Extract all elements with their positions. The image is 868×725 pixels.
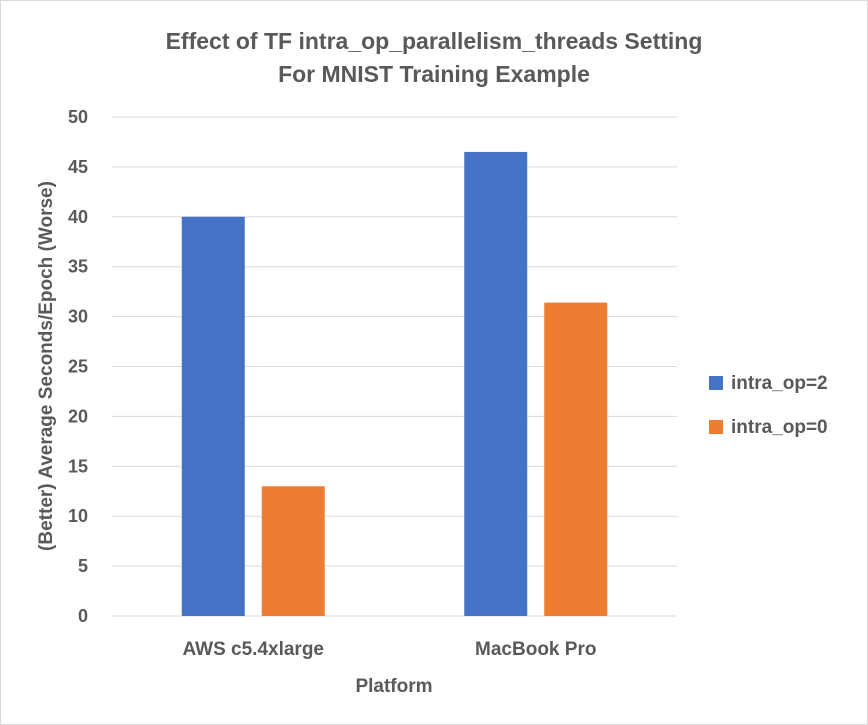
y-tick-label: 0 — [78, 606, 88, 626]
legend-swatch — [709, 376, 723, 390]
y-tick-label: 50 — [68, 107, 88, 127]
legend: intra_op=2 intra_op=0 — [709, 373, 828, 438]
y-axis-ticks: 0 5 10 15 20 25 30 35 40 45 50 — [68, 107, 88, 626]
y-tick-label: 15 — [68, 456, 88, 476]
y-tick-label: 30 — [68, 307, 88, 327]
x-category-label: MacBook Pro — [475, 639, 596, 660]
bar-intra-op-0-macbook-pro — [544, 302, 608, 616]
legend-label: intra_op=2 — [731, 373, 828, 394]
bar-intra-op-2-aws-c5-4xlarge — [181, 216, 245, 617]
chart-title-line1: Effect of TF intra_op_parallelism_thread… — [166, 28, 703, 54]
y-tick-label: 35 — [68, 257, 88, 277]
bar-intra-op-0-aws-c5-4xlarge — [261, 486, 325, 616]
bars — [181, 151, 608, 617]
legend-swatch — [709, 420, 723, 434]
bar-intra-op-2-macbook-pro — [464, 151, 528, 616]
legend-label: intra_op=0 — [731, 417, 828, 438]
chart-title-line2: For MNIST Training Example — [278, 61, 590, 87]
x-category-label: AWS c5.4xlarge — [182, 639, 324, 660]
x-axis-categories: AWS c5.4xlarge MacBook Pro — [182, 639, 596, 660]
x-axis-label: Platform — [355, 676, 432, 697]
y-tick-label: 20 — [68, 406, 88, 426]
y-tick-label: 5 — [78, 556, 88, 576]
y-axis-label: (Better) Average Seconds/Epoch (Worse) — [36, 181, 57, 551]
y-tick-label: 25 — [68, 357, 88, 377]
y-tick-label: 45 — [68, 157, 88, 177]
y-tick-label: 40 — [68, 207, 88, 227]
y-tick-label: 10 — [68, 506, 88, 526]
